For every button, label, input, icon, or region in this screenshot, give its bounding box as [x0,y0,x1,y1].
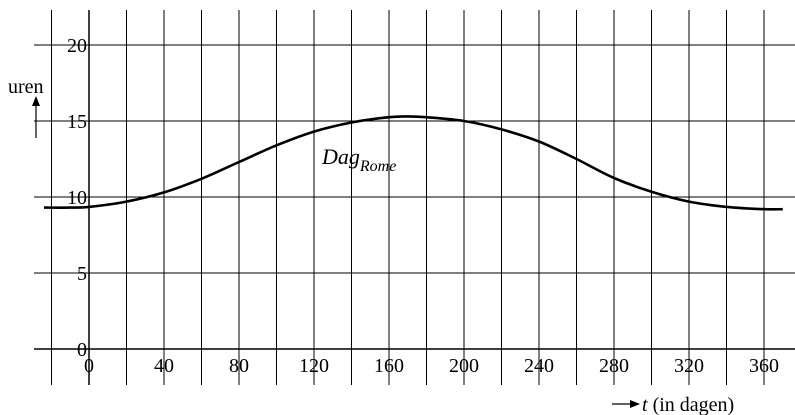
series-label: DagRome [321,144,396,175]
x-label-arrow-head [630,400,640,408]
x-tick-label: 320 [674,355,704,377]
y-label-arrow-head [32,96,40,106]
y-tick-label: 15 [67,111,87,133]
x-tick-label: 200 [449,355,479,377]
y-tick-label: 5 [77,263,87,285]
x-tick-label: 360 [749,355,779,377]
x-tick-label: 280 [599,355,629,377]
y-tick-label: 0 [77,339,87,361]
x-axis-label-rest: (in dagen) [648,394,735,415]
x-tick-label: 0 [84,355,94,377]
x-axis-label-var: t [642,394,648,415]
x-tick-label: 80 [229,355,249,377]
series-line-dag-rome [43,115,783,211]
axes [32,10,795,408]
y-axis-label: uren [8,76,44,98]
tick-labels: 0 40 80 120 160 200 240 280 320 360 0 5 10 15 20 [67,35,779,377]
series-label-subscript: Rome [359,158,396,175]
grid [34,10,795,385]
curve-layer [43,115,783,211]
x-tick-label: 240 [524,355,554,377]
y-tick-label: 20 [67,35,87,57]
y-tick-label: 10 [67,187,87,209]
x-tick-label: 40 [154,355,174,377]
x-axis-label: t (in dagen) [642,394,734,415]
x-tick-label: 120 [299,355,329,377]
series-label-main: Dag [321,144,360,169]
x-tick-label: 160 [374,355,404,377]
